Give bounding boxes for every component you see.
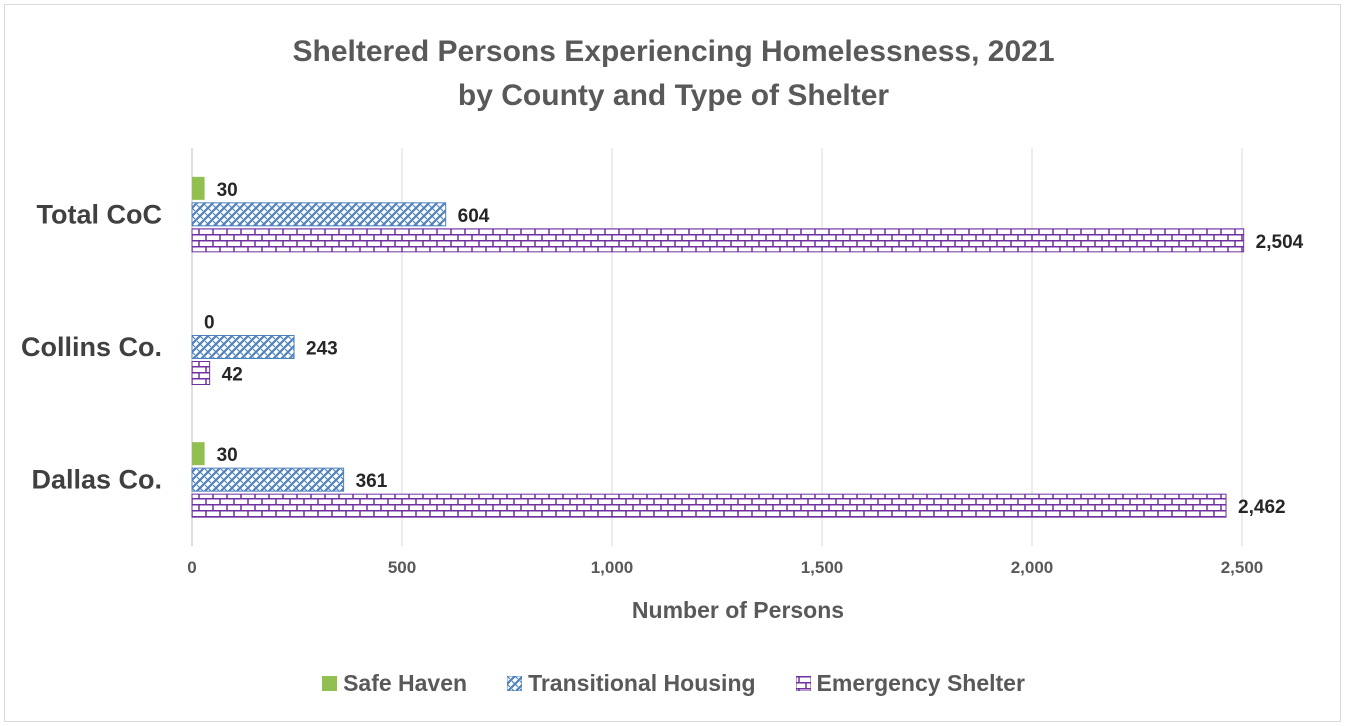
data-label-emergency-shelter-collins-co: 42 <box>222 365 243 386</box>
bar-emergency-shelter-dallas-co <box>191 493 1227 518</box>
legend-swatch-safe-haven <box>322 676 338 691</box>
category-label-total-coc: Total CoC <box>37 199 162 229</box>
bar-transitional-housing-total-coc <box>191 202 447 227</box>
bar-emergency-shelter-collins-co <box>191 361 211 385</box>
x-tick-labels: 0 500 1,000 1,500 2,000 2,500 <box>187 558 1263 577</box>
data-label-emergency-shelter-dallas-co: 2,462 <box>1238 497 1286 518</box>
data-label-safe-haven-dallas-co: 30 <box>217 445 238 466</box>
chart-title-line-2: by County and Type of Shelter <box>457 79 890 112</box>
legend-item-transitional-housing: Transitional Housing <box>507 670 756 697</box>
bars <box>191 176 1245 518</box>
bar-transitional-housing-dallas-co <box>191 467 345 492</box>
legend-swatch-transitional-housing <box>507 676 523 691</box>
chart-frame <box>4 4 1341 722</box>
legend-swatch-emergency-shelter <box>795 676 811 691</box>
category-label-dallas-co: Dallas Co. <box>31 465 162 495</box>
x-tick-label: 500 <box>388 558 416 577</box>
x-tick-label: 0 <box>187 558 196 577</box>
bar-safe-haven-total-coc <box>192 176 205 200</box>
legend-label: Transitional Housing <box>528 670 756 696</box>
x-tick-label: 1,500 <box>801 558 844 577</box>
x-tick-label: 2,000 <box>1011 558 1054 577</box>
category-labels: Total CoC Collins Co. Dallas Co. <box>21 199 162 494</box>
data-label-safe-haven-collins-co: 0 <box>204 313 215 334</box>
x-axis-title: Number of Persons <box>632 597 844 623</box>
data-label-emergency-shelter-total-coc: 2,504 <box>1256 232 1304 253</box>
bar-transitional-housing-collins-co <box>191 335 295 359</box>
bar-safe-haven-dallas-co <box>192 442 205 466</box>
chart-title-line-1: Sheltered Persons Experiencing Homelessn… <box>292 35 1055 68</box>
chart-title: Sheltered Persons Experiencing Homelessn… <box>0 30 1347 118</box>
data-label-safe-haven-total-coc: 30 <box>217 180 238 201</box>
legend-item-safe-haven: Safe Haven <box>322 670 467 697</box>
category-label-collins-co: Collins Co. <box>21 332 162 362</box>
legend: Safe Haven Transitional Housing Emergency … <box>0 670 1347 697</box>
legend-item-emergency-shelter: Emergency Shelter <box>795 670 1025 697</box>
bar-emergency-shelter-total-coc <box>191 228 1245 253</box>
legend-label: Safe Haven <box>343 670 468 696</box>
data-label-transitional-housing-dallas-co: 361 <box>356 471 388 492</box>
legend-label: Emergency Shelter <box>816 670 1025 696</box>
data-labels: 30 604 2,504 0 243 42 30 361 2,462 <box>204 180 1304 518</box>
data-label-transitional-housing-total-coc: 604 <box>458 206 490 227</box>
x-tick-label: 1,000 <box>591 558 634 577</box>
x-tick-label: 2,500 <box>1221 558 1264 577</box>
data-label-transitional-housing-collins-co: 243 <box>306 339 338 360</box>
